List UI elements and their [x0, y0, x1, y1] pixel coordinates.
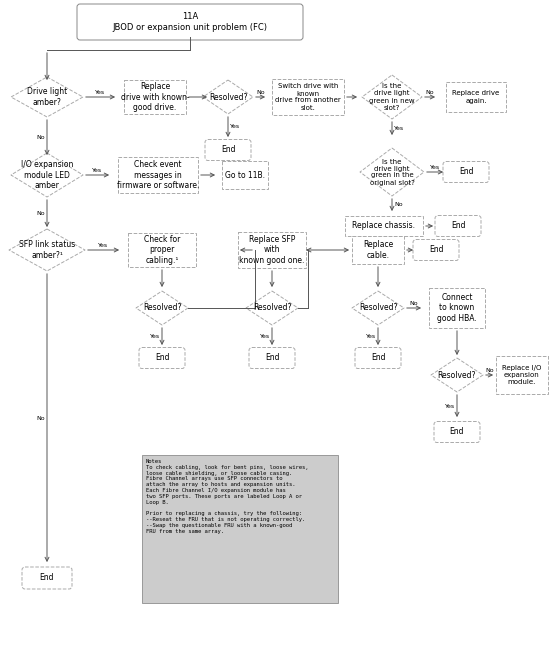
- FancyBboxPatch shape: [429, 288, 485, 328]
- FancyBboxPatch shape: [118, 157, 198, 193]
- Text: Notes
To check cabling, look for bent pins, loose wires,
loose cable shielding, : Notes To check cabling, look for bent pi…: [146, 459, 309, 534]
- FancyBboxPatch shape: [222, 161, 268, 189]
- Text: Yes: Yes: [96, 90, 105, 95]
- Text: SFP link status
amber?¹: SFP link status amber?¹: [19, 240, 75, 260]
- FancyBboxPatch shape: [139, 348, 185, 369]
- Text: Yes: Yes: [394, 126, 404, 131]
- Text: Resolved?: Resolved?: [438, 370, 476, 380]
- FancyBboxPatch shape: [205, 140, 251, 161]
- FancyBboxPatch shape: [22, 567, 72, 589]
- Polygon shape: [431, 358, 483, 392]
- Text: Go to 11B.: Go to 11B.: [225, 170, 265, 179]
- FancyBboxPatch shape: [249, 348, 295, 369]
- Text: No: No: [410, 301, 418, 306]
- Text: Replace chassis.: Replace chassis.: [352, 222, 416, 231]
- Text: End: End: [429, 246, 443, 255]
- Text: I/O expansion
module LED
amber: I/O expansion module LED amber: [21, 160, 73, 190]
- FancyBboxPatch shape: [434, 421, 480, 443]
- FancyBboxPatch shape: [355, 348, 401, 369]
- Text: Switch drive with
known
drive from another
slot.: Switch drive with known drive from anoth…: [275, 83, 341, 111]
- Text: Is the
drive light
green in new
slot?: Is the drive light green in new slot?: [369, 83, 415, 111]
- Text: Replace I/O
expansion
module.: Replace I/O expansion module.: [502, 365, 542, 385]
- FancyBboxPatch shape: [128, 233, 196, 267]
- Text: No: No: [36, 211, 45, 216]
- Text: Resolved?: Resolved?: [143, 304, 181, 313]
- Text: Yes: Yes: [150, 334, 160, 339]
- Text: No: No: [485, 368, 494, 373]
- Text: Resolved?: Resolved?: [358, 304, 397, 313]
- Text: Replace SFP
with
known good one.: Replace SFP with known good one.: [239, 235, 305, 265]
- Polygon shape: [136, 291, 188, 325]
- Polygon shape: [352, 291, 404, 325]
- FancyBboxPatch shape: [443, 161, 489, 183]
- Text: End: End: [451, 222, 465, 231]
- FancyBboxPatch shape: [142, 455, 338, 603]
- Text: Yes: Yes: [445, 404, 455, 408]
- Text: 11A
JBOD or expansion unit problem (FC): 11A JBOD or expansion unit problem (FC): [113, 12, 267, 32]
- Text: No: No: [425, 90, 434, 95]
- FancyBboxPatch shape: [496, 356, 548, 394]
- Text: End: End: [450, 428, 464, 437]
- FancyBboxPatch shape: [124, 80, 186, 114]
- FancyBboxPatch shape: [413, 239, 459, 261]
- FancyBboxPatch shape: [352, 236, 404, 264]
- FancyBboxPatch shape: [435, 216, 481, 237]
- Text: Drive light
amber?: Drive light amber?: [27, 87, 67, 107]
- Text: Replace
cable.: Replace cable.: [363, 240, 393, 260]
- Text: No: No: [36, 135, 45, 140]
- FancyBboxPatch shape: [77, 4, 303, 40]
- FancyBboxPatch shape: [238, 232, 306, 268]
- Text: End: End: [40, 573, 54, 582]
- Polygon shape: [362, 75, 422, 119]
- Polygon shape: [11, 153, 83, 197]
- Text: Yes: Yes: [92, 168, 103, 173]
- Text: Check for
proper
cabling.¹: Check for proper cabling.¹: [144, 235, 180, 265]
- Text: Replace
drive with known-
good drive.: Replace drive with known- good drive.: [121, 82, 189, 112]
- Text: Connect
to known
good HBA.: Connect to known good HBA.: [437, 293, 477, 323]
- FancyBboxPatch shape: [272, 79, 344, 115]
- Text: No: No: [394, 203, 402, 207]
- Text: Resolved?: Resolved?: [209, 92, 247, 101]
- Text: End: End: [371, 354, 385, 363]
- FancyBboxPatch shape: [345, 216, 423, 236]
- Polygon shape: [11, 77, 83, 117]
- Text: Yes: Yes: [366, 334, 376, 339]
- Text: No: No: [36, 415, 45, 421]
- FancyBboxPatch shape: [446, 82, 506, 112]
- Polygon shape: [9, 229, 85, 271]
- Text: Yes: Yes: [430, 165, 440, 170]
- Text: Yes: Yes: [260, 334, 270, 339]
- Text: End: End: [221, 146, 236, 155]
- Text: No: No: [256, 90, 265, 95]
- Polygon shape: [203, 80, 253, 114]
- Text: End: End: [265, 354, 279, 363]
- Polygon shape: [246, 291, 298, 325]
- Text: Resolved?: Resolved?: [253, 304, 292, 313]
- Text: End: End: [459, 168, 473, 177]
- Text: Yes: Yes: [230, 125, 240, 129]
- Text: Check event
messages in
firmware or software.: Check event messages in firmware or soft…: [117, 160, 199, 190]
- Text: End: End: [155, 354, 169, 363]
- Text: Replace drive
again.: Replace drive again.: [452, 90, 500, 103]
- Polygon shape: [360, 148, 424, 196]
- Text: Is the
drive light
green in the
original slot?: Is the drive light green in the original…: [369, 159, 414, 185]
- Text: Yes: Yes: [98, 243, 109, 248]
